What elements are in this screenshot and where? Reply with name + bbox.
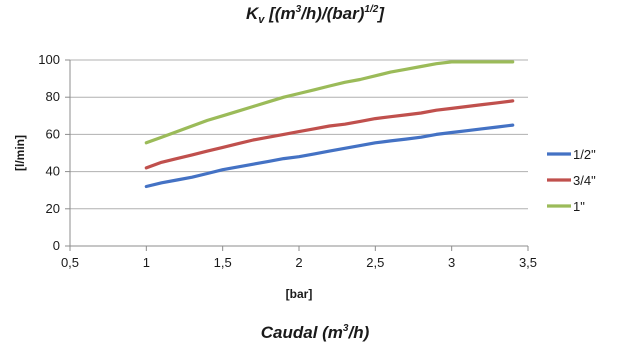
x-tick-label-1,5: 1,5	[214, 255, 232, 270]
x-tick-label-0,5: 0,5	[61, 255, 79, 270]
x-tick-label-2: 2	[295, 255, 302, 270]
legend-label-1: 1/2"	[573, 147, 596, 162]
title-part1: [(m	[264, 4, 296, 23]
y-tick-label-60: 60	[46, 126, 60, 141]
x-tick-label-2,5: 2,5	[366, 255, 384, 270]
x-tick-label-3,5: 3,5	[519, 255, 537, 270]
footer-part1: Caudal (m	[260, 323, 343, 342]
title-part2: /h)/(bar)	[301, 4, 365, 23]
legend: 1/2" 3/4" 1"	[547, 147, 596, 214]
y-tick-label-80: 80	[46, 89, 60, 104]
y-tick-label-40: 40	[46, 164, 60, 179]
chart-footer-label: Caudal (m3/h)	[0, 323, 630, 343]
legend-label-2: 3/4"	[573, 173, 596, 188]
title-superscript-2: 1/2	[364, 4, 379, 15]
y-tick-label-20: 20	[46, 201, 60, 216]
series-line-2	[144, 99, 515, 170]
axes	[65, 59, 529, 251]
series-lines	[144, 60, 515, 189]
series-line-3	[144, 60, 515, 145]
footer-superscript: 3	[342, 323, 349, 334]
title-part3: ]	[378, 4, 384, 23]
title-prefix: K	[246, 4, 259, 23]
chart-title: Kv [(m3/h)/(bar)1/2]	[0, 4, 630, 26]
footer-part2: /h)	[348, 323, 370, 342]
x-tick-label-3: 3	[448, 255, 455, 270]
y-tick-label-100: 100	[38, 52, 60, 67]
gridlines	[70, 59, 528, 210]
x-tick-label-1: 1	[143, 255, 150, 270]
series-line-1	[144, 123, 515, 189]
title-superscript-1: 3	[295, 4, 302, 15]
tick-labels: 0 20 40 60 80 100 0,5 1 1,5 2 2,5 3 3,5	[38, 52, 537, 270]
x-axis-title: [bar]	[286, 287, 313, 301]
y-axis-title: [l/min]	[13, 135, 27, 171]
legend-label-3: 1"	[573, 199, 585, 214]
title-subscript: v	[258, 14, 265, 26]
y-tick-label-0: 0	[53, 238, 60, 253]
